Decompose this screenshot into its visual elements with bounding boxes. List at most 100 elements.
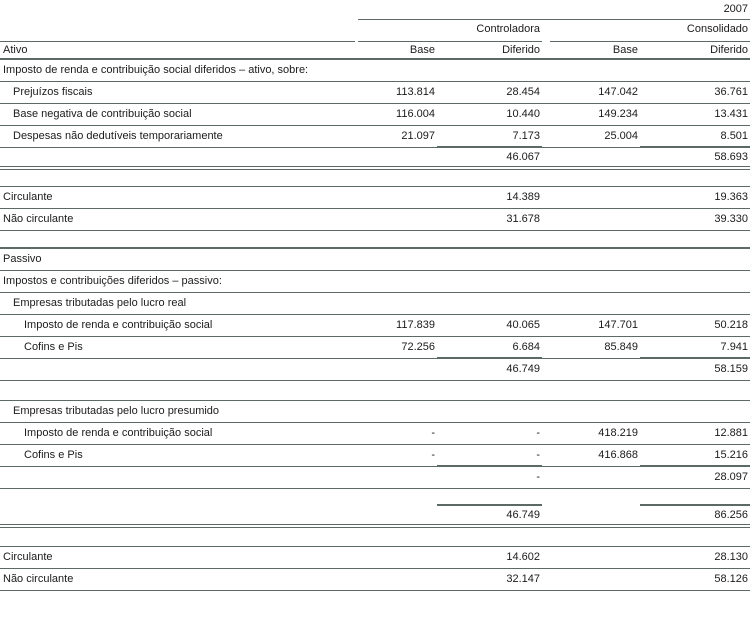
table-body: Imposto de renda e contribuição social d…: [0, 60, 750, 591]
table-row: 46.067 58.693: [0, 148, 750, 170]
cell-diferido-consolidado: 28.097: [640, 467, 750, 489]
cell-diferido-controladora: [437, 249, 542, 271]
cell-base-consolidado: [542, 148, 640, 170]
cell-base-controladora: 113.814: [355, 82, 437, 104]
cell-diferido-consolidado: 50.218: [640, 315, 750, 337]
cell-diferido-consolidado: 28.130: [640, 547, 750, 569]
cell-diferido-controladora: 28.454: [437, 82, 542, 104]
cell-diferido-consolidado: [640, 528, 750, 547]
cell-base-consolidado: 147.042: [542, 82, 640, 104]
table-row: Circulante 14.389 19.363: [0, 187, 750, 209]
cell-base-consolidado: 85.849: [542, 337, 640, 359]
table-row: Imposto de renda e contribuição social 11…: [0, 315, 750, 337]
deferred-tax-table: 2007 Controladora Consolidado Ativo Base…: [0, 0, 750, 591]
row-label: Empresas tributadas pelo lucro presumido: [0, 401, 355, 423]
cell-diferido-controladora: 14.602: [437, 547, 542, 569]
cell-base-consolidado: [542, 271, 640, 293]
table-header: 2007 Controladora Consolidado Ativo Base…: [0, 0, 750, 60]
cell-base-controladora: [355, 209, 437, 231]
table-row: Cofins e Pis - -416.868 15.216: [0, 445, 750, 467]
stub-header-ativo: Ativo: [0, 42, 355, 60]
col-header-diferido-controladora: Diferido: [437, 42, 542, 60]
row-label: [0, 170, 355, 187]
cell-diferido-consolidado: 7.941: [640, 337, 750, 359]
cell-base-consolidado: [542, 231, 640, 249]
row-label: [0, 148, 355, 170]
row-label: [0, 489, 355, 506]
table-row: Passivo: [0, 249, 750, 271]
cell-base-controladora: [355, 148, 437, 170]
cell-base-consolidado: [542, 547, 640, 569]
row-label: Circulante: [0, 547, 355, 569]
cell-diferido-consolidado: 58.693: [640, 148, 750, 170]
table-row: Imposto de renda e contribuição social - -…: [0, 423, 750, 445]
cell-diferido-consolidado: 58.126: [640, 569, 750, 591]
cell-diferido-controladora: 10.440: [437, 104, 542, 126]
cell-diferido-controladora: [437, 381, 542, 401]
cell-diferido-consolidado: [640, 271, 750, 293]
cell-base-controladora: [355, 187, 437, 209]
cell-base-consolidado: [542, 489, 640, 506]
group-header-consolidado: Consolidado: [542, 20, 750, 42]
cell-base-consolidado: [542, 187, 640, 209]
cell-diferido-consolidado: 15.216: [640, 445, 750, 467]
table-row: Imposto de renda e contribuição social d…: [0, 60, 750, 82]
cell-base-controladora: [355, 569, 437, 591]
table-row: Não circulante 32.147 58.126: [0, 569, 750, 591]
cell-base-controladora: [355, 401, 437, 423]
cell-diferido-controladora: -: [437, 467, 542, 489]
row-label: Base negativa de contribuição social: [0, 104, 355, 126]
row-label: Cofins e Pis: [0, 337, 355, 359]
cell-diferido-controladora: 32.147: [437, 569, 542, 591]
cell-diferido-controladora: [437, 170, 542, 187]
table-row: 46.749 58.159: [0, 359, 750, 381]
cell-base-consolidado: [542, 381, 640, 401]
group-header-row: Controladora Consolidado: [0, 20, 750, 42]
cell-diferido-consolidado: [640, 401, 750, 423]
row-label: Imposto de renda e contribuição social: [0, 315, 355, 337]
cell-base-consolidado: [542, 528, 640, 547]
cell-base-consolidado: 25.004: [542, 126, 640, 148]
cell-base-consolidado: [542, 401, 640, 423]
cell-base-consolidado: [542, 249, 640, 271]
cell-base-consolidado: [542, 569, 640, 591]
row-label: Despesas não dedutíveis temporariamente: [0, 126, 355, 148]
table-row: Base negativa de contribuição social 116.…: [0, 104, 750, 126]
cell-diferido-consolidado: [640, 170, 750, 187]
cell-diferido-consolidado: [640, 231, 750, 249]
cell-base-consolidado: [542, 359, 640, 381]
cell-base-controladora: [355, 467, 437, 489]
cell-base-consolidado: [542, 506, 640, 528]
table-row: Circulante 14.602 28.130: [0, 547, 750, 569]
row-label: Não circulante: [0, 209, 355, 231]
cell-diferido-consolidado: 12.881: [640, 423, 750, 445]
cell-base-controladora: [355, 170, 437, 187]
row-label: Imposto de renda e contribuição social d…: [0, 60, 355, 82]
cell-base-controladora: [355, 359, 437, 381]
col-header-diferido-consolidado: Diferido: [640, 42, 750, 60]
col-header-base-consolidado: Base: [542, 42, 640, 60]
cell-base-consolidado: [542, 209, 640, 231]
spacer-row: [0, 231, 750, 249]
row-label: [0, 381, 355, 401]
cell-base-controladora: -: [355, 423, 437, 445]
cell-base-controladora: [355, 528, 437, 547]
row-label: [0, 506, 355, 528]
cell-diferido-consolidado: 8.501: [640, 126, 750, 148]
group-row-spacer: [0, 20, 355, 42]
cell-diferido-controladora: 14.389: [437, 187, 542, 209]
table-row: Empresas tributadas pelo lucro presumido: [0, 401, 750, 423]
year-label: 2007: [355, 0, 750, 20]
cell-diferido-consolidado: 36.761: [640, 82, 750, 104]
year-row-spacer: [0, 0, 355, 20]
cell-diferido-controladora: 46.067: [437, 148, 542, 170]
cell-base-consolidado: [542, 170, 640, 187]
spacer-row: [0, 489, 750, 506]
row-label: [0, 359, 355, 381]
cell-base-controladora: [355, 271, 437, 293]
table-row: 46.749 86.256: [0, 506, 750, 528]
cell-diferido-consolidado: [640, 489, 750, 506]
cell-diferido-consolidado: [640, 293, 750, 315]
col-header-base-controladora: Base: [355, 42, 437, 60]
row-label: Imposto de renda e contribuição social: [0, 423, 355, 445]
